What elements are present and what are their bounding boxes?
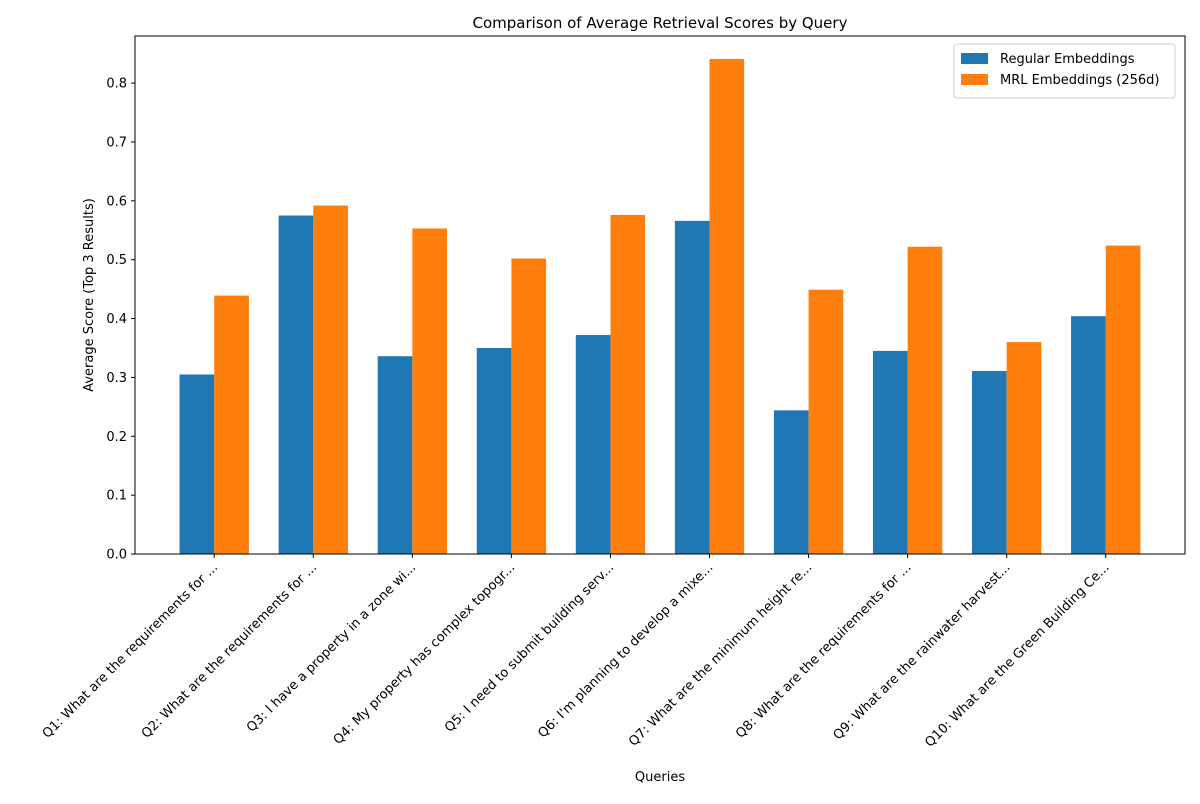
bar-regular-q1: [179, 374, 215, 554]
bar-mrl-q9: [1006, 342, 1042, 554]
bar-regular-q7: [773, 410, 809, 554]
y-tick-label: 0.1: [106, 489, 127, 504]
chart-title: Comparison of Average Retrieval Scores b…: [473, 14, 848, 32]
bar-regular-q10: [1071, 316, 1106, 554]
legend-box: [953, 43, 1176, 99]
y-tick-label: 0.7: [106, 135, 127, 150]
bar-mrl-q3: [412, 228, 448, 555]
bar-regular-q3: [377, 356, 413, 554]
bars-layer: [179, 58, 1141, 555]
legend: Regular Embeddings MRL Embeddings (256d): [953, 43, 1176, 99]
y-tick-label: 0.4: [106, 312, 127, 327]
y-tick-label: 0.3: [106, 371, 127, 386]
y-axis-label: Average Score (Top 3 Results): [82, 198, 97, 392]
bar-regular-q6: [674, 220, 710, 554]
y-tick-label: 0.2: [106, 430, 127, 445]
y-tick-label: 0.5: [106, 253, 127, 268]
bar-regular-q4: [476, 347, 512, 554]
bar-mrl-q5: [610, 214, 646, 555]
x-axis-label: Queries: [635, 770, 685, 785]
plot-frame: [134, 35, 1186, 555]
bar-regular-q9: [972, 370, 1007, 554]
bar-mrl-q10: [1105, 245, 1141, 554]
y-tick-label: 0.8: [106, 77, 127, 92]
bar-mrl-q4: [511, 258, 547, 554]
legend-label-regular: Regular Embeddings: [1000, 52, 1135, 67]
y-tick-label: 0.0: [106, 548, 127, 563]
legend-label-mrl: MRL Embeddings (256d): [1000, 73, 1159, 88]
bar-regular-q5: [575, 335, 611, 554]
legend-swatch-regular: [961, 53, 988, 64]
bar-mrl-q8: [907, 246, 943, 554]
y-tick-label: 0.6: [106, 194, 127, 209]
bar-regular-q2: [278, 215, 314, 554]
bar-mrl-q1: [214, 295, 249, 554]
bar-mrl-q6: [709, 58, 745, 554]
bar-mrl-q2: [313, 205, 348, 554]
legend-swatch-mrl: [961, 74, 988, 85]
bar-regular-q8: [872, 350, 908, 554]
bar-mrl-q7: [808, 289, 844, 554]
y-axis: 0.0 0.1 0.2 0.3 0.4 0.5 0.6 0.7 0.8: [106, 77, 135, 563]
